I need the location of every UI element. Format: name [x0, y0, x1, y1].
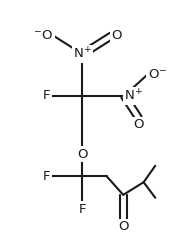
- Text: O$^{-}$: O$^{-}$: [148, 68, 167, 81]
- Text: $^{-}$O: $^{-}$O: [33, 29, 53, 42]
- Text: O: O: [112, 29, 122, 42]
- Text: F: F: [79, 203, 86, 216]
- Text: O: O: [133, 118, 144, 131]
- Text: O: O: [118, 220, 129, 233]
- Text: F: F: [43, 170, 50, 183]
- Text: N$^{+}$: N$^{+}$: [73, 46, 92, 62]
- Text: N$^{+}$: N$^{+}$: [124, 88, 143, 103]
- Text: F: F: [43, 89, 50, 102]
- Text: O: O: [77, 148, 88, 161]
